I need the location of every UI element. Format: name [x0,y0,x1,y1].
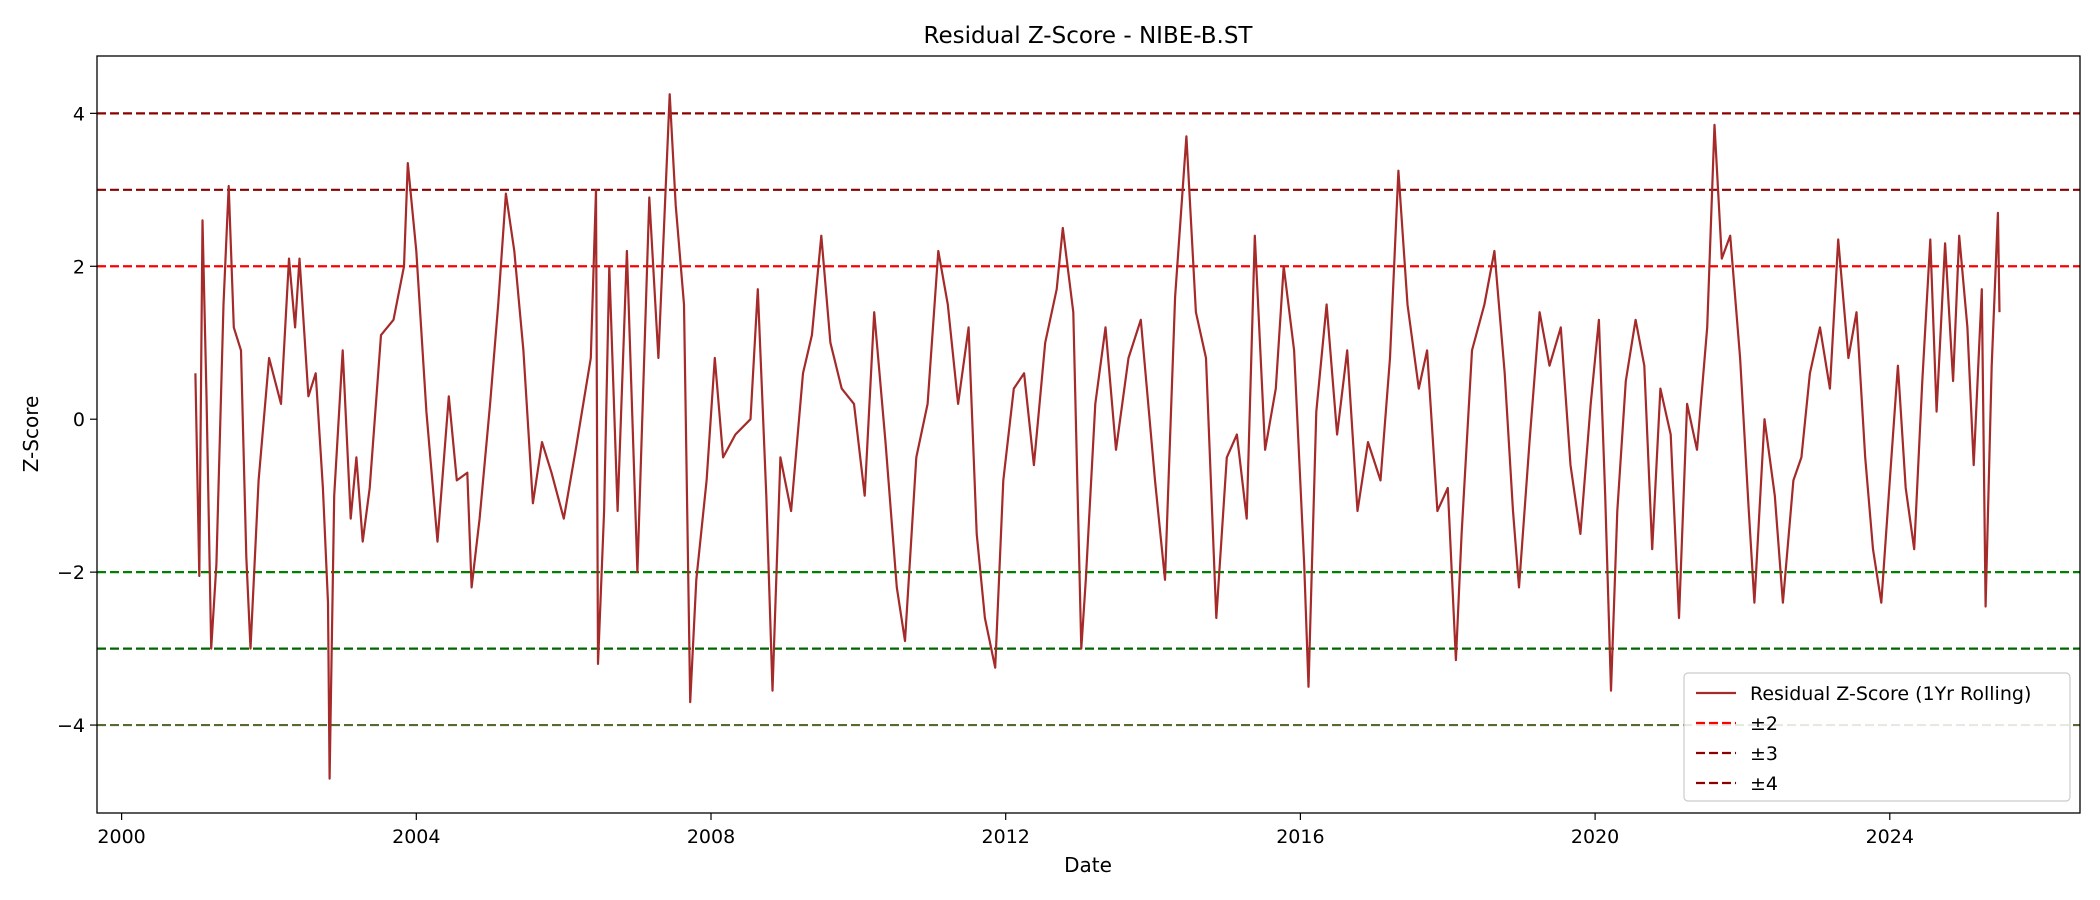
legend-label: ±4 [1750,773,1778,795]
x-tick-label: 2004 [392,826,440,848]
x-tick-label: 2020 [1571,826,1619,848]
y-tick-label: −4 [57,715,85,737]
x-tick-label: 2016 [1276,826,1324,848]
legend-box [1683,672,2071,802]
x-axis: 2000 2004 2008 2012 2016 2020 2024 [97,813,1914,848]
y-axis: 4 2 0 −2 −4 [57,103,97,737]
legend-label: ±3 [1750,743,1778,765]
series-layer [194,93,2001,780]
y-tick-label: 2 [73,256,85,278]
legend-label: ±2 [1750,713,1778,735]
x-tick-label: 2008 [687,826,735,848]
y-axis-label: Z-Score [19,396,43,473]
series-line [194,93,2001,780]
y-tick-label: 0 [73,409,85,431]
x-tick-label: 2012 [982,826,1030,848]
chart-title: Residual Z-Score - NIBE-B.ST [924,23,1254,49]
x-axis-label: Date [1064,853,1112,877]
y-tick-label: −2 [57,562,85,584]
legend-label: Residual Z-Score (1Yr Rolling) [1750,683,2031,705]
plot-frame [96,55,2081,814]
x-tick-label: 2000 [97,826,145,848]
x-tick-label: 2024 [1866,826,1914,848]
legend: Residual Z-Score (1Yr Rolling) ±2 ±3 ±4 [1683,672,2071,802]
y-tick-label: 4 [73,103,85,125]
